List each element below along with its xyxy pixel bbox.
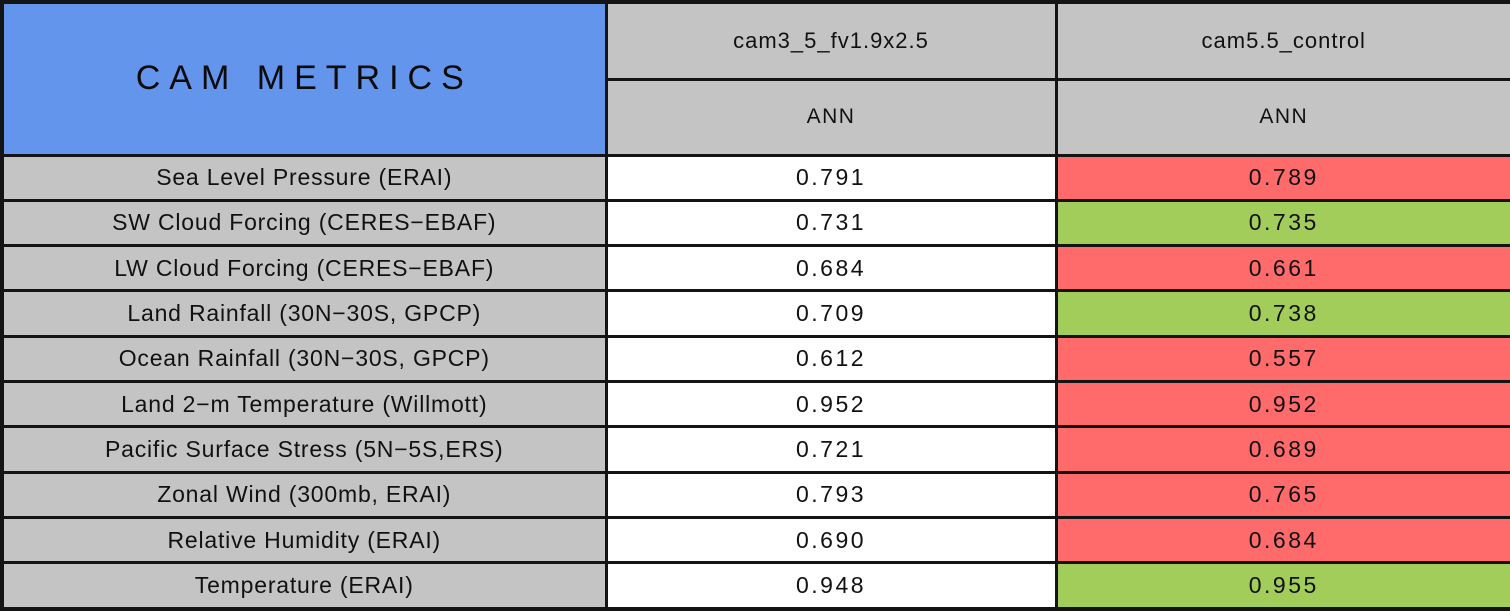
metric-label: Pacific Surface Stress (5N−5S,ERS) (0, 425, 608, 474)
value-cam5-5: 0.738 (1054, 289, 1510, 338)
value-cam3-5: 0.709 (604, 289, 1058, 338)
value-cam5-5: 0.557 (1054, 334, 1510, 384)
table-row: SW Cloud Forcing (CERES−EBAF) 0.731 0.73… (0, 198, 1510, 248)
metric-label: Relative Humidity (ERAI) (0, 515, 608, 565)
value-cam3-5: 0.684 (604, 244, 1058, 293)
season-header-cam5-5: ANN (1054, 77, 1510, 157)
value-cam3-5: 0.791 (604, 153, 1058, 202)
metric-label: Land 2−m Temperature (Willmott) (0, 380, 608, 429)
table-row: Relative Humidity (ERAI) 0.690 0.684 (0, 515, 1510, 565)
model-header-row: CAM METRICS cam3_5_fv1.9x2.5 cam5.5_cont… (0, 0, 1510, 157)
metric-label: Ocean Rainfall (30N−30S, GPCP) (0, 334, 608, 384)
value-cam3-5: 0.948 (604, 561, 1058, 611)
value-cam5-5: 0.735 (1054, 198, 1510, 248)
value-cam5-5: 0.765 (1054, 470, 1510, 520)
value-cam5-5: 0.955 (1054, 561, 1510, 611)
table-row: LW Cloud Forcing (CERES−EBAF) 0.684 0.66… (0, 244, 1510, 293)
value-cam5-5: 0.952 (1054, 380, 1510, 429)
value-cam3-5: 0.612 (604, 334, 1058, 384)
value-cam3-5: 0.952 (604, 380, 1058, 429)
metric-label: SW Cloud Forcing (CERES−EBAF) (0, 198, 608, 248)
value-cam5-5: 0.684 (1054, 515, 1510, 565)
column-header-cam5-5: cam5.5_control (1054, 0, 1510, 81)
table-row: Ocean Rainfall (30N−30S, GPCP) 0.612 0.5… (0, 334, 1510, 384)
value-cam3-5: 0.731 (604, 198, 1058, 248)
table-row: Pacific Surface Stress (5N−5S,ERS) 0.721… (0, 425, 1510, 474)
metric-label: Temperature (ERAI) (0, 561, 608, 611)
table-row: Sea Level Pressure (ERAI) 0.791 0.789 (0, 153, 1510, 202)
value-cam5-5: 0.789 (1054, 153, 1510, 202)
season-header-cam3-5: ANN (604, 77, 1058, 157)
table-row: Zonal Wind (300mb, ERAI) 0.793 0.765 (0, 470, 1510, 520)
metric-label: Land Rainfall (30N−30S, GPCP) (0, 289, 608, 338)
value-cam5-5: 0.661 (1054, 244, 1510, 293)
column-header-cam3-5: cam3_5_fv1.9x2.5 (604, 0, 1058, 81)
value-cam3-5: 0.690 (604, 515, 1058, 565)
table-row: Land 2−m Temperature (Willmott) 0.952 0.… (0, 380, 1510, 429)
metric-label: Sea Level Pressure (ERAI) (0, 153, 608, 202)
table-row: Land Rainfall (30N−30S, GPCP) 0.709 0.73… (0, 289, 1510, 338)
metric-label: Zonal Wind (300mb, ERAI) (0, 470, 608, 520)
value-cam5-5: 0.689 (1054, 425, 1510, 474)
metric-label: LW Cloud Forcing (CERES−EBAF) (0, 244, 608, 293)
value-cam3-5: 0.793 (604, 470, 1058, 520)
value-cam3-5: 0.721 (604, 425, 1058, 474)
table-title: CAM METRICS (0, 0, 608, 157)
table-row: Temperature (ERAI) 0.948 0.955 (0, 561, 1510, 611)
